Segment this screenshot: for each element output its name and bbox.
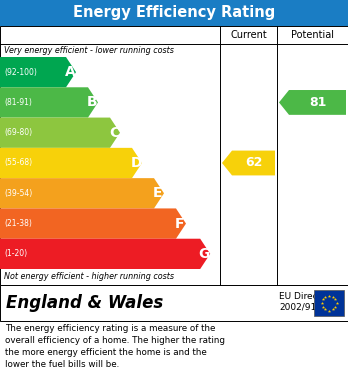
Text: Not energy efficient - higher running costs: Not energy efficient - higher running co…	[4, 272, 174, 281]
Text: (92-100): (92-100)	[4, 68, 37, 77]
Text: F: F	[175, 217, 185, 231]
Text: E: E	[153, 186, 163, 200]
Text: EU Directive
2002/91/EC: EU Directive 2002/91/EC	[279, 292, 335, 312]
Bar	[0, 26, 348, 285]
Text: England & Wales: England & Wales	[6, 294, 163, 312]
Text: D: D	[130, 156, 142, 170]
Polygon shape	[0, 239, 210, 269]
Polygon shape	[0, 208, 186, 239]
Text: Current: Current	[230, 30, 267, 40]
Text: Energy Efficiency Rating: Energy Efficiency Rating	[73, 5, 275, 20]
Text: Very energy efficient - lower running costs: Very energy efficient - lower running co…	[4, 46, 174, 55]
Text: Potential: Potential	[291, 30, 334, 40]
Polygon shape	[279, 90, 346, 115]
Text: 62: 62	[245, 156, 262, 170]
Polygon shape	[0, 178, 164, 208]
Bar	[314, 290, 344, 316]
Text: (55-68): (55-68)	[4, 158, 32, 167]
Text: The energy efficiency rating is a measure of the
overall efficiency of a home. T: The energy efficiency rating is a measur…	[5, 324, 225, 369]
Text: C: C	[109, 126, 119, 140]
Polygon shape	[0, 148, 142, 178]
Polygon shape	[0, 57, 76, 87]
Polygon shape	[0, 87, 98, 118]
Text: G: G	[198, 247, 210, 261]
Text: (1-20): (1-20)	[4, 249, 27, 258]
Text: (21-38): (21-38)	[4, 219, 32, 228]
Bar	[0, 0, 348, 26]
Polygon shape	[0, 118, 120, 148]
Text: A: A	[65, 65, 76, 79]
Text: (81-91): (81-91)	[4, 98, 32, 107]
Polygon shape	[222, 151, 275, 176]
Bar	[0, 285, 348, 321]
Text: (69-80): (69-80)	[4, 128, 32, 137]
Text: 81: 81	[309, 96, 326, 109]
Text: (39-54): (39-54)	[4, 189, 32, 198]
Text: B: B	[87, 95, 97, 109]
